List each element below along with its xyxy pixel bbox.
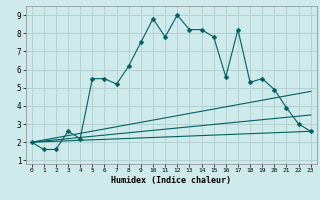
X-axis label: Humidex (Indice chaleur): Humidex (Indice chaleur) <box>111 176 231 185</box>
